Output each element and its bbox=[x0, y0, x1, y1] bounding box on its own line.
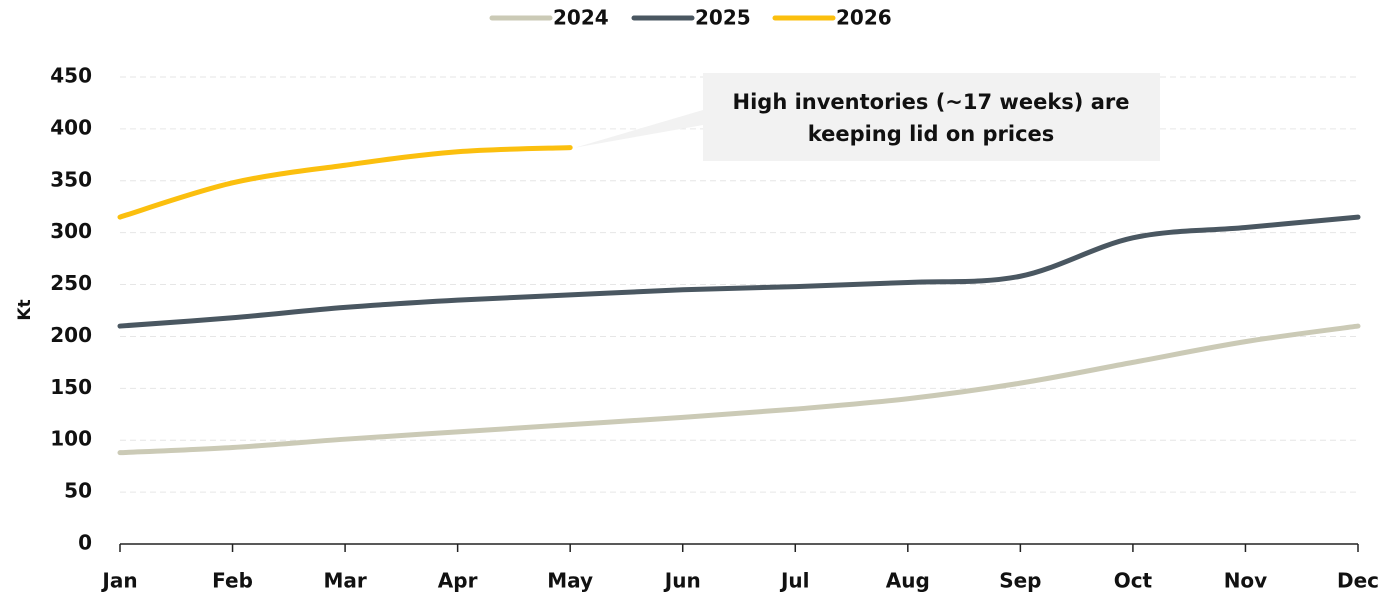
y-tick-label: 100 bbox=[50, 427, 92, 451]
x-tick-label: Jul bbox=[779, 569, 810, 593]
y-tick-label: 300 bbox=[50, 219, 92, 243]
legend-label: 2026 bbox=[836, 6, 892, 30]
y-tick-label: 50 bbox=[64, 479, 92, 503]
x-tick-label: Feb bbox=[212, 569, 253, 593]
y-axis-label: Kt bbox=[15, 299, 35, 320]
legend-label: 2025 bbox=[695, 6, 751, 30]
x-tick-label: Dec bbox=[1337, 569, 1379, 593]
annotation-text: High inventories (~17 weeks) are bbox=[733, 90, 1130, 114]
y-tick-label: 0 bbox=[78, 531, 92, 555]
x-tick-label: Aug bbox=[886, 569, 930, 593]
series-line bbox=[117, 145, 573, 220]
x-tick-label: Jun bbox=[663, 569, 701, 593]
x-tick-label: May bbox=[547, 569, 593, 593]
x-tick-label: Sep bbox=[999, 569, 1041, 593]
y-tick-label: 250 bbox=[50, 271, 92, 295]
x-tick-label: Jan bbox=[100, 569, 137, 593]
annotation-text: keeping lid on prices bbox=[808, 122, 1055, 146]
x-tick-label: Nov bbox=[1224, 569, 1268, 593]
y-tick-label: 400 bbox=[50, 115, 92, 139]
series-line bbox=[117, 323, 1361, 456]
x-tick-label: Apr bbox=[438, 569, 478, 593]
x-tick-label: Oct bbox=[1114, 569, 1153, 593]
y-tick-label: 450 bbox=[50, 64, 92, 88]
annotation-pointer bbox=[575, 110, 703, 148]
legend-label: 2024 bbox=[553, 6, 609, 30]
y-tick-label: 350 bbox=[50, 167, 92, 191]
series-line bbox=[117, 214, 1361, 329]
y-tick-label: 150 bbox=[50, 375, 92, 399]
x-tick-label: Mar bbox=[323, 569, 366, 593]
y-tick-label: 200 bbox=[50, 323, 92, 347]
annotation-box bbox=[703, 73, 1160, 161]
